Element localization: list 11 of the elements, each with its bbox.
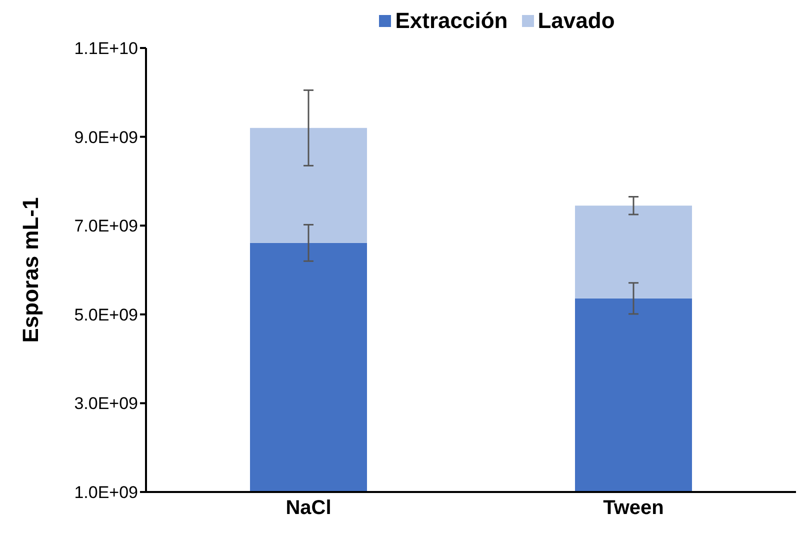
y-tick-label: 5.0E+09 — [74, 305, 138, 324]
x-tick-label: Tween — [603, 497, 664, 520]
y-tick-label: 7.0E+09 — [74, 216, 138, 236]
x-tick-label: NaCl — [286, 497, 332, 520]
legend-label: Extracción — [395, 8, 508, 34]
legend-label: Lavado — [538, 8, 615, 34]
y-tick-label: 1.1E+10 — [74, 39, 138, 58]
y-axis-title: Esporas mL-1 — [18, 197, 43, 343]
y-tick-label: 3.0E+09 — [74, 394, 138, 414]
y-tick-label: 9.0E+09 — [74, 128, 138, 147]
y-tick-label: 1.0E+09 — [74, 483, 138, 502]
